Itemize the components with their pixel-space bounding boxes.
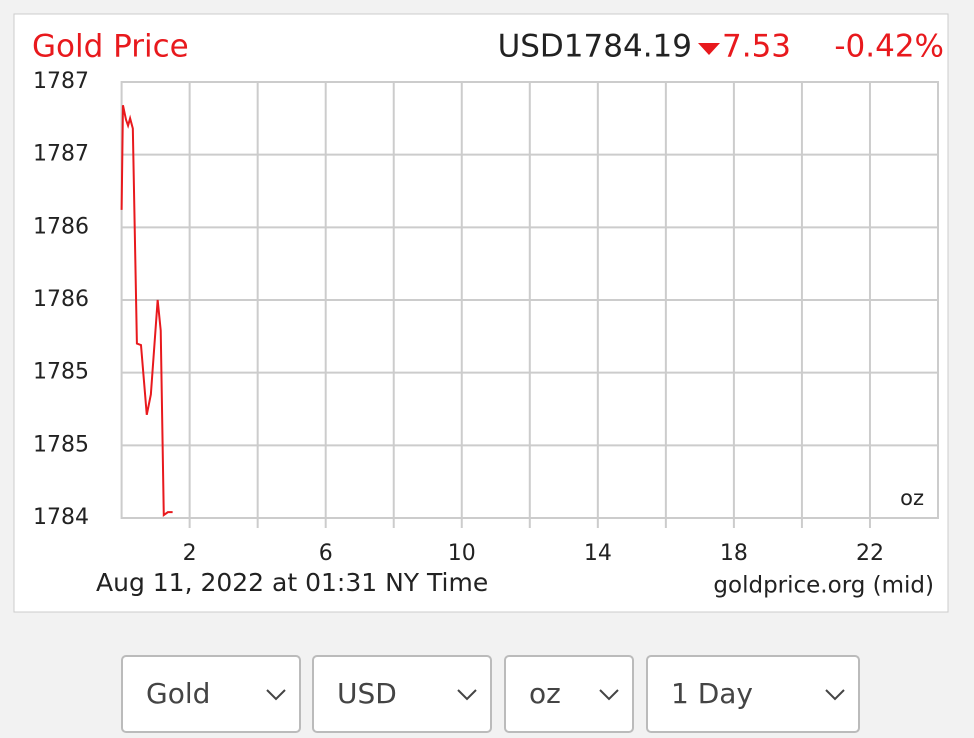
x-tick-label: 6: [319, 541, 333, 566]
y-tick-label: 1784: [33, 505, 89, 530]
y-tick-label: 1786: [33, 214, 89, 239]
y-tick-label: 1785: [33, 432, 89, 457]
down-arrow: [698, 43, 720, 55]
x-tick-label: 2: [183, 541, 197, 566]
x-tick-label: 10: [448, 541, 476, 566]
dropdown[interactable]: [121, 655, 301, 733]
change-percent: -0.42%: [834, 29, 944, 65]
y-tick-label: 1786: [33, 287, 89, 312]
price-line: [120, 105, 173, 518]
dropdown-chevron[interactable]: [266, 689, 286, 701]
y-tick-label: 1785: [33, 360, 89, 385]
x-tick-label: 14: [584, 541, 612, 566]
source: goldprice.org (mid): [713, 573, 934, 599]
dropdown-label[interactable]: Gold: [146, 677, 210, 710]
change: 7.53: [722, 29, 791, 65]
dropdown-chevron[interactable]: [599, 689, 619, 701]
timestamp: Aug 11, 2022 at 01:31 NY Time: [96, 568, 488, 597]
price: USD1784.19: [498, 29, 692, 65]
dropdown-label[interactable]: USD: [337, 677, 397, 710]
x-tick-label: 18: [720, 541, 748, 566]
chart-title: Gold Price: [32, 29, 189, 65]
dropdown-label[interactable]: oz: [529, 677, 561, 710]
dropdown-chevron[interactable]: [825, 689, 845, 701]
dropdown[interactable]: [646, 655, 860, 733]
chart-panel: [13, 13, 949, 613]
dropdown[interactable]: [312, 655, 492, 733]
dropdown-chevron[interactable]: [457, 689, 477, 701]
unit-label: oz: [900, 486, 924, 510]
dropdown[interactable]: [504, 655, 634, 733]
y-tick-label: 1787: [33, 142, 89, 167]
x-tick-label: 22: [856, 541, 884, 566]
y-tick-label: 1787: [33, 69, 89, 94]
dropdown-label[interactable]: 1 Day: [671, 677, 753, 710]
